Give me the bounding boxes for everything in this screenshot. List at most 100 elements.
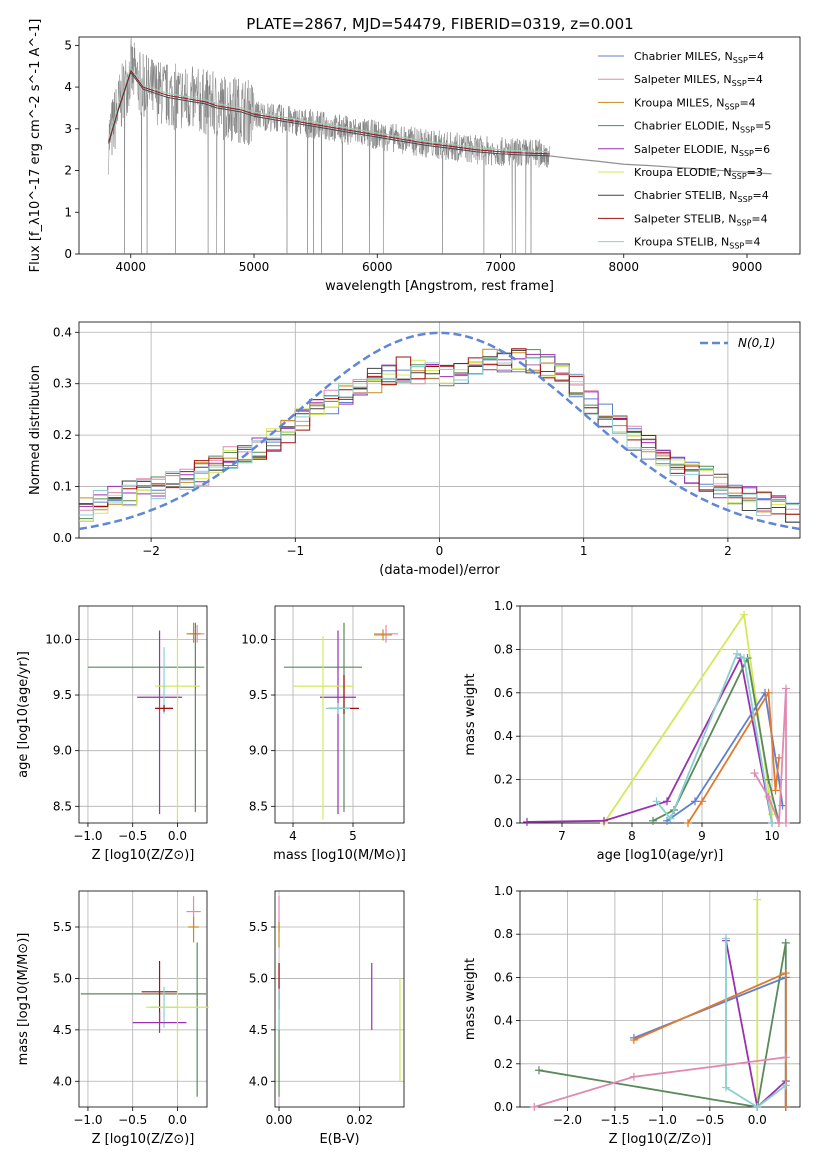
legend-entry: Salpeter MILES, NSSP=4 <box>634 73 763 88</box>
x-tick-label: 8000 <box>608 260 639 274</box>
legend-series-name: Kroupa STELIB <box>634 236 714 249</box>
legend-entry: N(0,1) <box>738 336 775 350</box>
weight-marker <box>629 1036 638 1045</box>
y-tick-label: 4 <box>64 80 72 94</box>
weight-line-5 <box>655 652 773 824</box>
plot-frame <box>78 890 208 1108</box>
y-tick-label: 1.0 <box>494 884 513 898</box>
legend-entry: Chabrier MILES, NSSP=4 <box>634 50 764 65</box>
legend-nssp: 4 <box>753 236 760 249</box>
legend: Chabrier MILES, NSSP=4 Salpeter MILES, NS… <box>598 50 771 251</box>
x-tick-label: −0.5 <box>118 829 147 843</box>
weight-marker <box>733 649 741 658</box>
weight-marker <box>691 797 699 806</box>
x-tick-label: 4000 <box>115 260 146 274</box>
weight-marker <box>721 1083 730 1092</box>
weight-marker <box>750 769 759 778</box>
x-tick-label: 0.0 <box>168 1113 187 1127</box>
y-tick-label: 0.4 <box>494 729 513 743</box>
x-tick-label: −1.0 <box>73 1113 102 1127</box>
y-tick-label: 4.0 <box>53 1074 72 1088</box>
legend-nssp: 4 <box>761 212 768 225</box>
y-tick-label: 0.6 <box>494 970 513 984</box>
y-tick-label: 1 <box>64 205 72 219</box>
mass-vs-ebv-panel: 0.00 0.02 4.0 4.5 5.0 5.5 E(B-V) <box>249 890 405 1147</box>
spectrum-panel: 4000 5000 6000 7000 8000 9000012345wavelength… <box>28 19 801 294</box>
error-bar-5 <box>155 647 173 714</box>
weight-marker <box>649 816 657 825</box>
error-bar-2 <box>80 942 207 1097</box>
legend-series-name: Kroupa ELODIE <box>634 166 716 179</box>
x-tick-label: −1 <box>286 544 304 558</box>
error-bar-1 <box>374 629 392 641</box>
y-tick-label: 0 <box>64 247 72 261</box>
x-tick-label: −1.0 <box>648 1113 677 1127</box>
legend-nssp: 4 <box>749 96 756 109</box>
x-tick-label: −0.5 <box>695 1113 724 1127</box>
y-tick-label: 8.5 <box>249 799 268 813</box>
y-tick-label: 0.2 <box>494 773 513 787</box>
y-axis-label: Flux [f_λ10^-17 erg cm^-2 s^-1 A^-1] <box>28 19 43 273</box>
legend-nssp: 6 <box>763 143 770 156</box>
weight-line-5 <box>725 938 787 1109</box>
y-tick-label: 9.5 <box>53 688 72 702</box>
x-tick-label: −1.5 <box>600 1113 629 1127</box>
weight-marker <box>782 819 790 827</box>
y-tick-label: 5.5 <box>249 920 268 934</box>
observed-spectrum-line <box>108 37 551 254</box>
model-line-7 <box>108 69 550 155</box>
x-axis-label: Z [log10(Z/Z⊙)] <box>92 848 195 863</box>
weight-line-6 <box>533 1056 786 1108</box>
legend-nssp: 4 <box>762 189 769 202</box>
x-tick-label: 9000 <box>732 260 763 274</box>
y-tick-label: 0.2 <box>494 1057 513 1071</box>
chart-title: PLATE=2867, MJD=54479, FIBERID=0319, z=0… <box>246 15 633 33</box>
y-tick-label: 9.0 <box>53 744 72 758</box>
weight-marker <box>652 797 661 806</box>
legend-series-name: Kroupa MILES <box>634 96 709 109</box>
legend-series-name: Salpeter STELIB <box>634 212 721 225</box>
weight-marker <box>781 1053 790 1062</box>
plot-frame <box>519 890 801 1108</box>
residual-histogram-panel: −2 −1 0 1 2 0.0 0.1 0.2 0.3 0.4 (data-model)/error… <box>28 321 801 578</box>
legend-nssp: 3 <box>756 166 763 179</box>
y-tick-label: 1.0 <box>494 599 513 613</box>
error-bar-0 <box>374 624 398 643</box>
error-bar-1 <box>188 916 199 943</box>
x-tick-label: 2 <box>724 544 732 558</box>
error-bar-6 <box>326 702 350 714</box>
y-axis-label: Normed distribution <box>28 365 43 495</box>
legend-series-name: Salpeter ELODIE <box>634 143 724 156</box>
x-tick-label: −0.5 <box>118 1113 147 1127</box>
weight-marker <box>629 1072 638 1081</box>
x-tick-label: 6000 <box>362 260 393 274</box>
error-bar-2 <box>87 622 205 812</box>
weight-marker <box>781 969 790 978</box>
y-axis-label: mass weight <box>463 673 478 755</box>
weight-marker <box>530 1103 539 1111</box>
age-vs-mass-panel: 4 5 8.5 9.0 9.5 10.0 mass [log10(M/M⊙)] <box>241 605 406 863</box>
y-tick-label: 0.3 <box>53 377 72 391</box>
x-tick-label: 0 <box>436 544 444 558</box>
weight-marker <box>740 654 748 663</box>
x-tick-label: 9 <box>698 829 706 843</box>
legend-entry: Chabrier ELODIE, NSSP=5 <box>634 120 771 135</box>
x-axis-label: Z [log10(Z/Z⊙)] <box>609 1132 712 1147</box>
weight-marker <box>684 819 692 827</box>
legend-series-name: Chabrier ELODIE <box>634 120 725 133</box>
weight-line-2 <box>652 655 780 824</box>
y-tick-label: 0.8 <box>494 927 513 941</box>
x-tick-label: 1 <box>580 544 588 558</box>
y-tick-label: 9.0 <box>249 744 268 758</box>
weight-marker <box>600 816 608 825</box>
y-tick-label: 2 <box>64 164 72 178</box>
x-axis-label: wavelength [Angstrom, rest frame] <box>325 279 554 294</box>
weight-marker <box>663 797 671 806</box>
y-tick-label: 8.5 <box>53 799 72 813</box>
y-tick-label: 0.0 <box>53 531 72 545</box>
legend-entry: Chabrier STELIB, NSSP=4 <box>634 189 769 204</box>
weight-marker <box>740 610 748 619</box>
legend-entry: Kroupa STELIB, NSSP=4 <box>634 236 760 251</box>
y-tick-label: 4.5 <box>249 1023 268 1037</box>
